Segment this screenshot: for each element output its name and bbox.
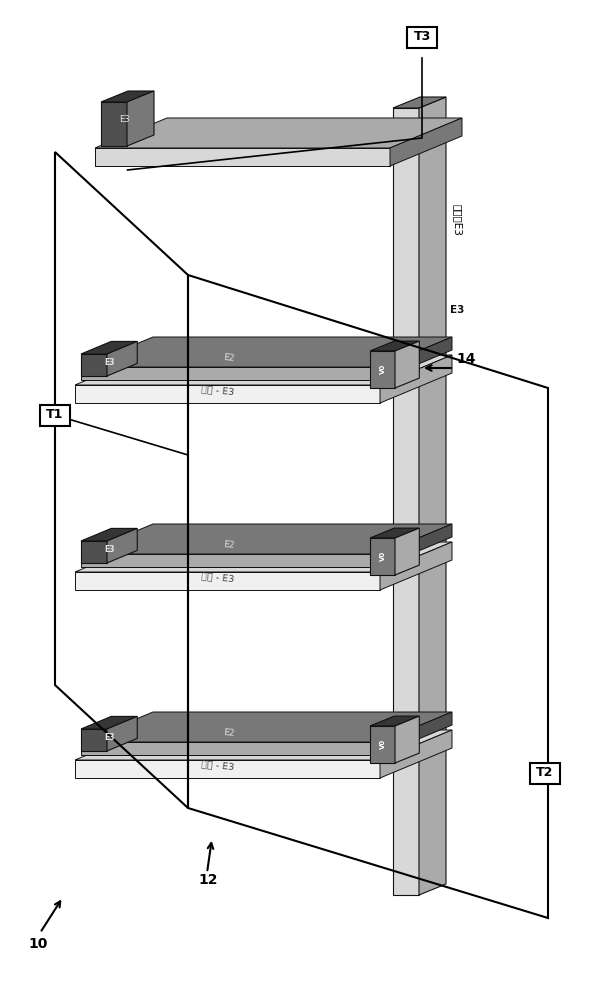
Text: 12: 12 — [198, 873, 218, 887]
Polygon shape — [370, 726, 395, 763]
Polygon shape — [81, 337, 452, 367]
Text: E3: E3 — [104, 733, 115, 742]
Polygon shape — [370, 528, 419, 538]
Text: V0: V0 — [380, 363, 386, 374]
Polygon shape — [81, 554, 380, 567]
Text: 14: 14 — [456, 352, 476, 366]
Text: V0: V0 — [380, 550, 386, 561]
Text: 下漏－E3: 下漏－E3 — [452, 204, 462, 236]
Polygon shape — [395, 716, 419, 763]
Polygon shape — [395, 528, 419, 575]
Polygon shape — [127, 91, 154, 146]
Polygon shape — [380, 712, 452, 755]
Polygon shape — [101, 91, 154, 102]
Polygon shape — [81, 341, 137, 354]
Polygon shape — [75, 385, 380, 403]
Text: E3: E3 — [120, 115, 130, 124]
Bar — [530, 762, 560, 784]
Text: E3: E3 — [450, 305, 465, 315]
Bar — [407, 26, 437, 47]
Polygon shape — [81, 528, 137, 541]
Polygon shape — [81, 524, 452, 554]
Polygon shape — [81, 712, 452, 742]
Text: E2: E2 — [223, 353, 235, 363]
Text: E2: E2 — [223, 728, 235, 738]
Text: E3: E3 — [104, 545, 115, 554]
Polygon shape — [75, 355, 452, 385]
Text: V0: V0 — [380, 738, 386, 749]
Polygon shape — [380, 730, 452, 778]
Polygon shape — [380, 524, 452, 567]
Polygon shape — [75, 760, 380, 778]
Polygon shape — [81, 716, 137, 729]
Text: 電極 - E3: 電極 - E3 — [201, 760, 235, 772]
Text: E3: E3 — [104, 358, 115, 367]
Polygon shape — [107, 341, 137, 376]
Polygon shape — [370, 538, 395, 575]
Text: 電極 - E3: 電極 - E3 — [201, 385, 235, 397]
Polygon shape — [370, 716, 419, 726]
Polygon shape — [81, 367, 380, 380]
Polygon shape — [81, 742, 380, 755]
Polygon shape — [380, 355, 452, 403]
Text: E2: E2 — [223, 540, 235, 550]
Polygon shape — [107, 528, 137, 563]
Polygon shape — [101, 102, 127, 146]
Polygon shape — [81, 354, 107, 376]
Polygon shape — [107, 716, 137, 751]
Polygon shape — [81, 729, 107, 751]
Text: 電極 - E3: 電極 - E3 — [201, 572, 235, 584]
Text: 10: 10 — [28, 937, 47, 951]
Polygon shape — [75, 542, 452, 572]
Polygon shape — [390, 118, 462, 166]
Polygon shape — [395, 341, 419, 388]
Polygon shape — [95, 148, 390, 166]
Bar — [40, 404, 70, 426]
Polygon shape — [393, 97, 446, 108]
Polygon shape — [419, 97, 446, 895]
Polygon shape — [75, 730, 452, 760]
Polygon shape — [370, 341, 419, 351]
Polygon shape — [95, 118, 462, 148]
Text: T1: T1 — [47, 408, 64, 422]
Text: T3: T3 — [413, 30, 430, 43]
Polygon shape — [380, 337, 452, 380]
Polygon shape — [380, 542, 452, 590]
Polygon shape — [75, 572, 380, 590]
Polygon shape — [370, 351, 395, 388]
Polygon shape — [393, 108, 419, 895]
Text: T2: T2 — [536, 766, 554, 780]
Polygon shape — [81, 541, 107, 563]
